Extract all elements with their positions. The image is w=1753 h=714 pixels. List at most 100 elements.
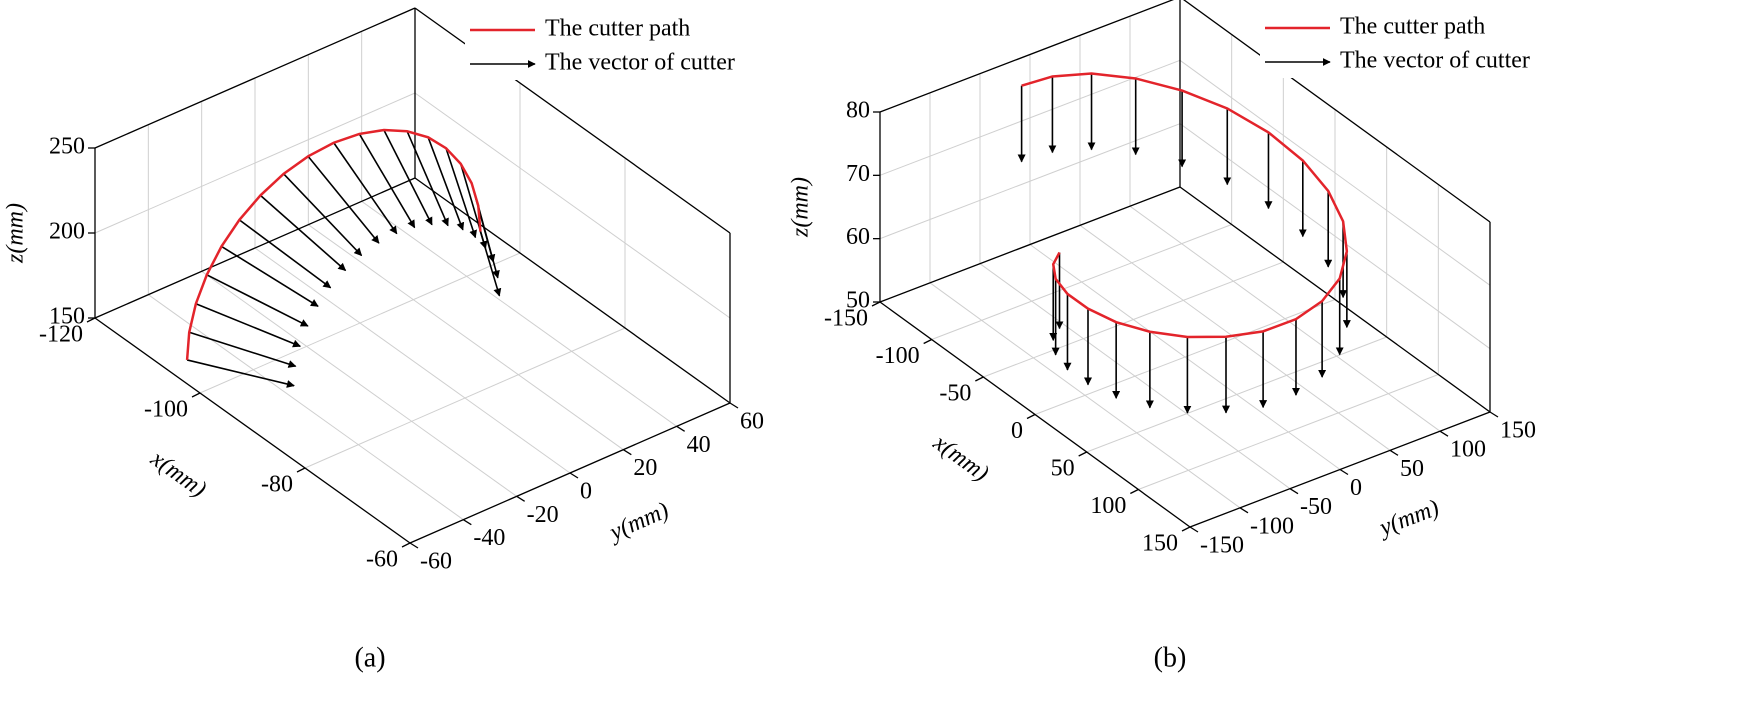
box-edge [1183,0,1491,223]
y-tick [1489,411,1499,418]
box-edge [879,0,1174,113]
z-tick-label: 70 [846,161,870,187]
cutter-vector [445,147,477,239]
x-tick-label: 50 [1051,456,1075,482]
x-tick-label: -150 [824,306,868,332]
x-tick-label: 0 [1011,418,1023,444]
cutter-vector [188,331,297,368]
y-tick [1439,430,1449,437]
x-tick [1026,413,1036,420]
y-tick-label: 0 [1350,475,1362,501]
grid-line [201,270,517,497]
grid-line [1029,244,1341,470]
x-tick [1130,488,1139,495]
y-tick-label: -100 [1250,513,1294,539]
grid-line [879,123,1181,240]
cutter-path [185,128,482,361]
x-tick-label: -80 [261,472,293,498]
y-tick [622,449,632,456]
grid-line [1179,123,1491,350]
cutter-vector [221,245,319,307]
y-tick-label: -50 [1300,494,1332,520]
x-tick [296,467,306,473]
cutter-vector [479,231,502,297]
grid-line [879,59,1181,176]
x-tick [191,392,201,398]
y-tick-label: -60 [420,549,452,575]
grid-line [1129,205,1441,432]
y-tick-label: 40 [687,432,711,458]
x-tick-label: -100 [144,397,188,423]
y-tick [409,542,419,549]
y-tick [1189,526,1199,533]
legend-label: The vector of cutter [545,50,735,76]
caption: (b) [1154,642,1187,673]
box-edge [94,177,416,319]
y-tick [569,472,579,479]
y-tick-label: -40 [473,525,505,551]
cutter-vector [195,302,301,348]
x-tick-label: -100 [876,343,920,369]
grid-line [1179,59,1491,286]
y-tick [1339,468,1349,476]
z-tick-label: 250 [49,134,85,160]
legend-label: The vector of cutter [1340,48,1530,74]
y-tick-label: -20 [527,502,559,528]
z-axis-label: z(mm) [788,177,814,238]
y-tick-label: 20 [633,455,657,481]
z-tick-label: 150 [49,304,85,330]
cutter-vector [307,155,380,244]
cutter-vector [358,133,416,229]
y-tick-label: 100 [1450,437,1486,463]
cutter-vector [427,137,465,231]
x-tick [871,301,881,307]
x-tick [1181,526,1191,532]
cutter-vector [333,142,398,235]
grid-line [361,200,677,427]
cutter-vector [283,173,363,257]
x-tick-label: -120 [39,322,83,348]
y-tick [729,402,739,409]
cutter-vector [383,129,433,226]
box-edge [94,317,411,544]
cutter-vector [238,219,332,289]
x-tick [401,542,411,548]
x-tick [86,317,96,323]
y-tick [462,519,472,526]
x-tick [1078,451,1087,457]
cutter-vector [206,274,309,327]
legend-background [465,10,765,80]
x-tick-label: 100 [1090,493,1126,519]
cutter-vector [477,205,500,279]
y-tick [516,495,526,502]
y-tick [1239,507,1249,514]
legend-label: The cutter path [1340,14,1485,40]
z-tick-label: 60 [846,224,870,250]
cutter-vector [259,194,347,272]
y-tick [1389,449,1399,456]
legend-label: The cutter path [545,16,690,42]
x-tick [975,376,984,382]
x-tick-label: -60 [366,547,398,573]
y-tick-label: 0 [580,479,592,505]
cutter-path [1021,72,1349,339]
y-tick-label: 150 [1500,418,1536,444]
caption: (a) [354,642,385,673]
z-axis-label: z(mm) [3,203,29,264]
legend-background [1260,8,1560,78]
grid-line [254,247,571,474]
y-tick-label: 50 [1400,456,1424,482]
grid-line [1079,224,1391,451]
box-edge [94,7,416,149]
grid-line [929,282,1241,509]
grid-line [414,92,731,319]
x-tick [923,338,932,345]
cutter-vector [406,130,449,227]
y-tick [676,425,686,432]
grid-line [94,92,416,234]
x-tick-label: -50 [939,381,971,407]
grid-line [979,263,1291,490]
cutter-vector [186,359,295,388]
